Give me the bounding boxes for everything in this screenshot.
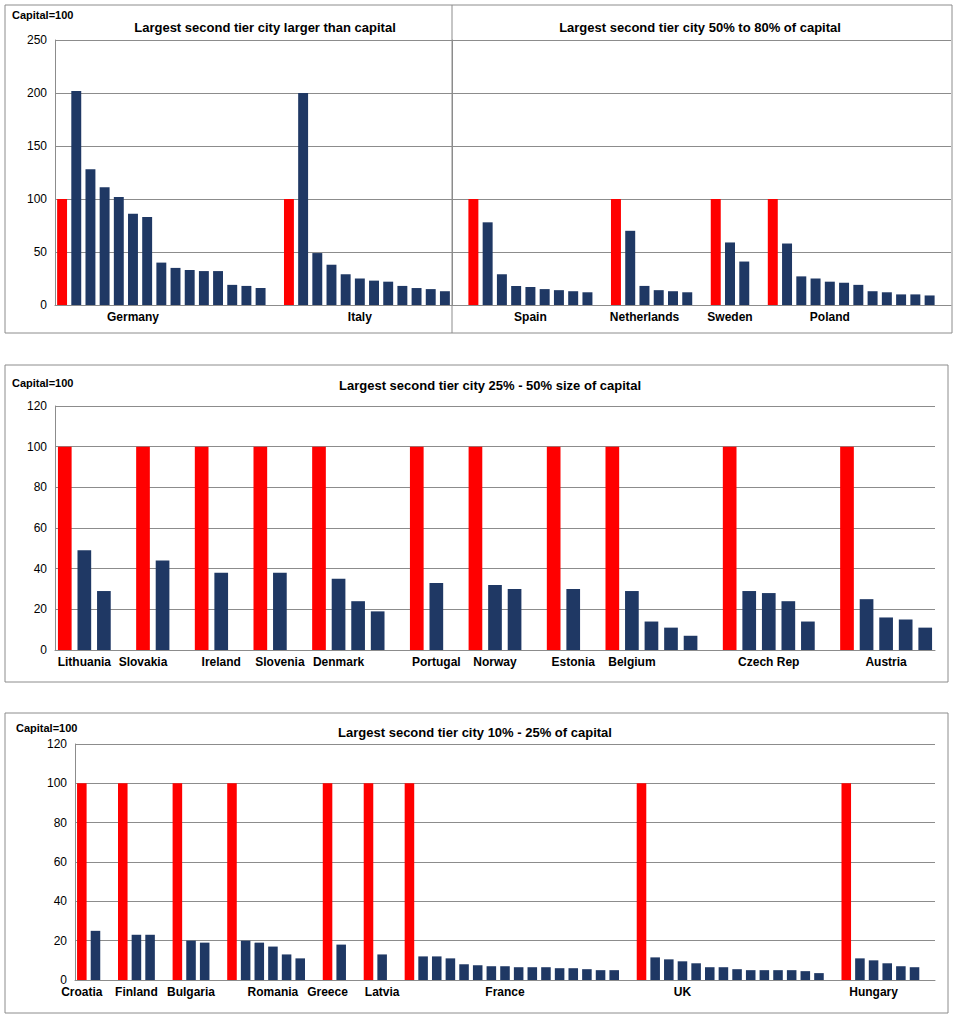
svg-text:Lithuania: Lithuania [58, 655, 112, 669]
svg-text:0: 0 [40, 643, 47, 657]
svg-text:Denmark: Denmark [313, 655, 365, 669]
svg-text:Ireland: Ireland [202, 655, 241, 669]
svg-text:Latvia: Latvia [365, 985, 400, 999]
svg-text:250: 250 [27, 33, 47, 47]
svg-text:40: 40 [34, 562, 48, 576]
svg-text:50: 50 [34, 245, 48, 259]
svg-text:Estonia: Estonia [552, 655, 596, 669]
svg-text:Largest second tier city 10% -: Largest second tier city 10% - 25% of ca… [338, 725, 612, 740]
svg-text:Capital=100: Capital=100 [12, 9, 73, 21]
svg-text:Czech Rep: Czech Rep [738, 655, 799, 669]
svg-text:Germany: Germany [107, 310, 159, 324]
svg-text:Largest second tier city large: Largest second tier city larger than cap… [134, 20, 396, 35]
svg-text:0: 0 [60, 973, 67, 987]
svg-text:200: 200 [27, 86, 47, 100]
svg-text:120: 120 [27, 399, 47, 413]
svg-text:Croatia: Croatia [61, 985, 103, 999]
svg-text:Romania: Romania [248, 985, 299, 999]
svg-text:Netherlands: Netherlands [610, 310, 680, 324]
svg-text:Slovenia: Slovenia [255, 655, 305, 669]
svg-text:Sweden: Sweden [707, 310, 752, 324]
svg-text:150: 150 [27, 139, 47, 153]
svg-text:80: 80 [34, 480, 48, 494]
svg-text:Spain: Spain [514, 310, 547, 324]
svg-text:Belgium: Belgium [608, 655, 655, 669]
svg-text:Largest second tier city 50% t: Largest second tier city 50% to 80% of c… [559, 20, 841, 35]
svg-text:Bulgaria: Bulgaria [167, 985, 215, 999]
svg-text:UK: UK [674, 985, 692, 999]
svg-text:Capital=100: Capital=100 [12, 377, 73, 389]
svg-text:40: 40 [54, 894, 68, 908]
svg-text:Poland: Poland [810, 310, 850, 324]
svg-text:80: 80 [54, 816, 68, 830]
svg-text:60: 60 [54, 855, 68, 869]
svg-text:Norway: Norway [473, 655, 517, 669]
svg-text:20: 20 [54, 934, 68, 948]
svg-text:Portugal: Portugal [412, 655, 461, 669]
svg-text:France: France [485, 985, 525, 999]
svg-text:Slovakia: Slovakia [119, 655, 168, 669]
svg-text:60: 60 [34, 521, 48, 535]
svg-text:Hungary: Hungary [849, 985, 898, 999]
svg-text:Greece: Greece [307, 985, 348, 999]
svg-text:Finland: Finland [115, 985, 158, 999]
svg-text:Largest second tier city 25% -: Largest second tier city 25% - 50% size … [339, 378, 641, 393]
svg-text:Italy: Italy [348, 310, 372, 324]
svg-text:100: 100 [27, 192, 47, 206]
svg-text:100: 100 [27, 440, 47, 454]
svg-text:Austria: Austria [865, 655, 907, 669]
svg-text:Capital=100: Capital=100 [16, 722, 77, 734]
svg-text:100: 100 [47, 776, 67, 790]
svg-text:20: 20 [34, 602, 48, 616]
svg-text:120: 120 [47, 737, 67, 751]
svg-text:0: 0 [40, 298, 47, 312]
